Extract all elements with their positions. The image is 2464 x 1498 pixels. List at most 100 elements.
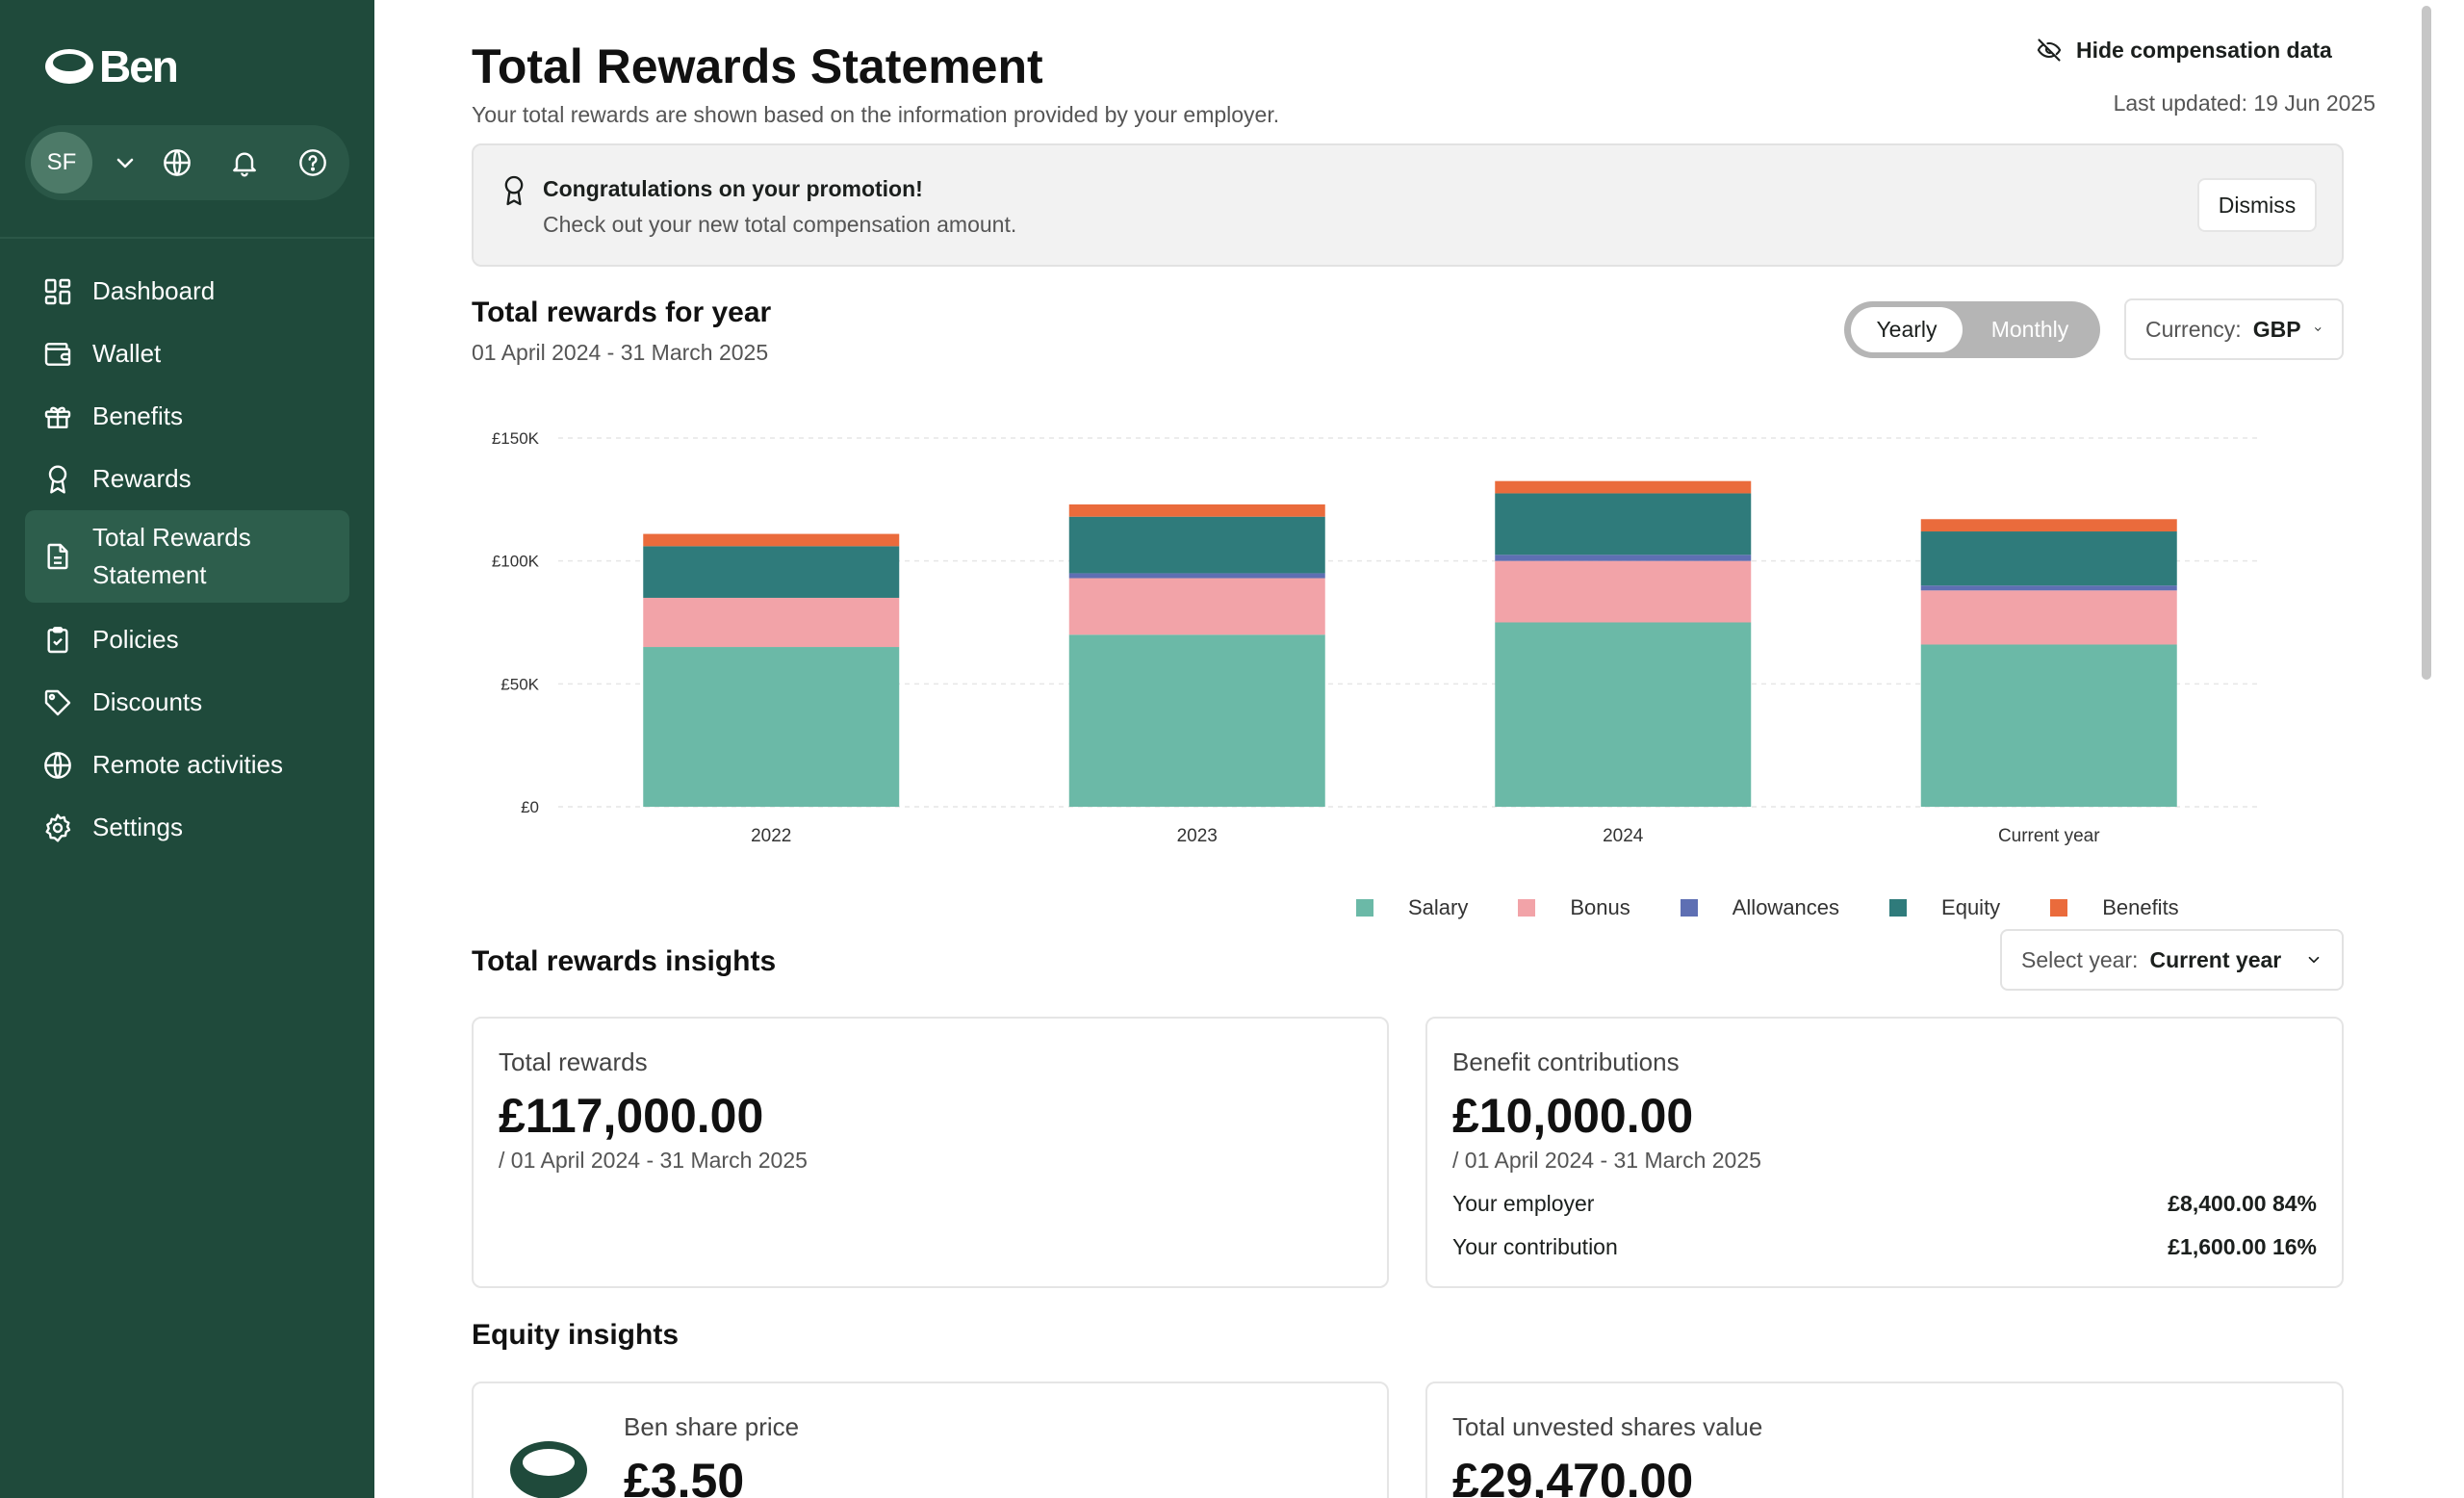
dashboard-icon xyxy=(44,278,71,304)
sidebar-item-label: Wallet xyxy=(92,339,162,368)
rewards-section-title: Total rewards for year xyxy=(472,297,772,328)
legend-item[interactable]: Bonus xyxy=(1518,895,1630,920)
sidebar-item-label: Dashboard xyxy=(92,276,216,305)
select-year-dropdown[interactable]: Select year: Current year xyxy=(2000,929,2344,991)
rewards-chart: £0 £50K £100K £150K 2022 2023 2024 Current year xyxy=(492,429,2262,846)
y-tick-label: £150K xyxy=(492,429,540,448)
language-button[interactable] xyxy=(148,125,206,200)
sidebar-item-rewards[interactable]: Rewards xyxy=(25,448,349,510)
document-icon xyxy=(47,543,68,570)
bar-segment-bonus[interactable] xyxy=(1920,590,2177,645)
y-tick-label: £0 xyxy=(521,798,539,816)
your-contribution-value: £1,600.00 16% xyxy=(2168,1234,2317,1259)
unvested-shares-card: Total unvested shares value £29,470.00 xyxy=(1425,1382,2344,1498)
benefit-contributions-value: £10,000.00 xyxy=(1452,1089,1694,1143)
bar-segment-allowances[interactable] xyxy=(1495,555,1752,561)
bar-segment-allowances[interactable] xyxy=(1068,573,1325,579)
sidebar-item-label: Remote activities xyxy=(92,750,283,779)
help-icon xyxy=(299,149,326,176)
sidebar-item-total-rewards-statement[interactable]: Total Rewards Statement xyxy=(25,510,349,603)
bar-segment-equity[interactable] xyxy=(643,546,900,598)
scrollbar[interactable] xyxy=(2414,0,2439,1498)
hide-compensation-button[interactable]: Hide compensation data xyxy=(2036,37,2332,64)
benefit-contributions-card: Benefit contributions £10,000.00 / 01 Ap… xyxy=(1425,1017,2344,1288)
bar-segment-salary[interactable] xyxy=(1920,644,2177,807)
x-tick-label: 2022 xyxy=(751,826,791,846)
gift-icon xyxy=(44,406,71,428)
scrollbar-thumb[interactable] xyxy=(2422,6,2431,680)
dismiss-button[interactable]: Dismiss xyxy=(2197,178,2317,232)
sidebar-item-policies[interactable]: Policies xyxy=(25,608,349,671)
chevron-down-icon xyxy=(2314,327,2321,331)
wallet-icon xyxy=(44,342,71,366)
avatar[interactable]: SF xyxy=(31,132,92,194)
page-title: Total Rewards Statement xyxy=(472,39,1043,93)
legend-label: Benefits xyxy=(2102,895,2179,919)
sidebar-item-settings[interactable]: Settings xyxy=(25,796,349,859)
bar-segment-salary[interactable] xyxy=(1068,634,1325,807)
x-tick-label: 2023 xyxy=(1177,826,1218,846)
legend-label: Allowances xyxy=(1732,895,1840,919)
sidebar-item-label: Total Rewards Statement xyxy=(92,523,251,589)
promotion-banner: Congratulations on your promotion! Check… xyxy=(472,143,2344,267)
clipboard-icon xyxy=(47,626,68,653)
bar-segment-equity[interactable] xyxy=(1920,531,2177,586)
legend-swatch xyxy=(2050,899,2068,917)
total-rewards-value: £117,000.00 xyxy=(499,1089,764,1143)
user-toolbar: SF xyxy=(25,125,349,200)
sidebar-item-label: Benefits xyxy=(92,401,183,430)
bell-icon xyxy=(233,152,256,177)
y-tick-label: £50K xyxy=(500,675,539,693)
toggle-monthly[interactable]: Monthly xyxy=(1990,317,2069,342)
page-subtitle: Your total rewards are shown based on th… xyxy=(472,102,1280,127)
employer-contribution-label: Your employer xyxy=(1452,1191,1595,1216)
insights-section-title: Total rewards insights xyxy=(472,945,777,977)
total-rewards-label: Total rewards xyxy=(499,1047,648,1076)
main-content: Total Rewards Statement Your total rewar… xyxy=(374,0,2439,1498)
toggle-yearly[interactable]: Yearly xyxy=(1851,307,1963,352)
bar-segment-salary[interactable] xyxy=(643,647,900,807)
select-year-value: Current year xyxy=(2149,946,2282,972)
notifications-button[interactable] xyxy=(216,125,273,200)
legend-swatch xyxy=(1518,899,1536,917)
equity-section-title: Equity insights xyxy=(472,1319,680,1351)
sidebar-item-label: Rewards xyxy=(92,464,192,493)
currency-select[interactable]: Currency: GBP xyxy=(2124,298,2344,360)
bar-segment-bonus[interactable] xyxy=(643,597,900,648)
ben-logo[interactable]: Ben xyxy=(43,40,179,92)
unvested-shares-label: Total unvested shares value xyxy=(1452,1412,1763,1441)
chart-legend: Salary Bonus Allowances Equity Benefits xyxy=(1356,893,2229,922)
legend-item[interactable]: Equity xyxy=(1889,895,2000,920)
bar-segment-bonus[interactable] xyxy=(1068,578,1325,635)
eye-off-icon xyxy=(2037,39,2062,62)
bar-segment-equity[interactable] xyxy=(1068,516,1325,574)
benefit-contributions-period: / 01 April 2024 - 31 March 2025 xyxy=(1452,1148,1761,1173)
bar-segment-bonus[interactable] xyxy=(1495,560,1752,623)
legend-item[interactable]: Salary xyxy=(1356,895,1468,920)
globe-icon xyxy=(44,751,71,779)
share-price-value: £3.50 xyxy=(624,1454,745,1498)
period-toggle: Yearly Monthly xyxy=(1844,301,2100,358)
sidebar-item-discounts[interactable]: Discounts xyxy=(25,671,349,734)
sidebar: Ben SF Dashboard Wallet Benefits xyxy=(0,0,374,1498)
bar-segment-benefits[interactable] xyxy=(643,533,900,547)
sidebar-item-dashboard[interactable]: Dashboard xyxy=(25,260,349,323)
bar-segment-benefits[interactable] xyxy=(1495,480,1752,494)
sidebar-item-benefits[interactable]: Benefits xyxy=(25,385,349,448)
legend-item[interactable]: Allowances xyxy=(1680,895,1840,920)
bar-segment-allowances[interactable] xyxy=(1920,585,2177,591)
sidebar-divider xyxy=(0,237,374,239)
user-menu-button[interactable] xyxy=(104,125,146,200)
sidebar-item-wallet[interactable]: Wallet xyxy=(25,323,349,385)
ben-logo-icon xyxy=(45,49,93,84)
tag-icon xyxy=(44,689,71,715)
bar-segment-salary[interactable] xyxy=(1495,622,1752,808)
sidebar-item-remote-activities[interactable]: Remote activities xyxy=(25,734,349,796)
bar-segment-equity[interactable] xyxy=(1495,493,1752,555)
bar-segment-benefits[interactable] xyxy=(1068,504,1325,517)
help-button[interactable] xyxy=(284,125,342,200)
sidebar-item-label: Settings xyxy=(92,813,183,841)
legend-item[interactable]: Benefits xyxy=(2050,895,2179,920)
bar-segment-benefits[interactable] xyxy=(1920,519,2177,532)
total-rewards-period: / 01 April 2024 - 31 March 2025 xyxy=(499,1148,808,1173)
